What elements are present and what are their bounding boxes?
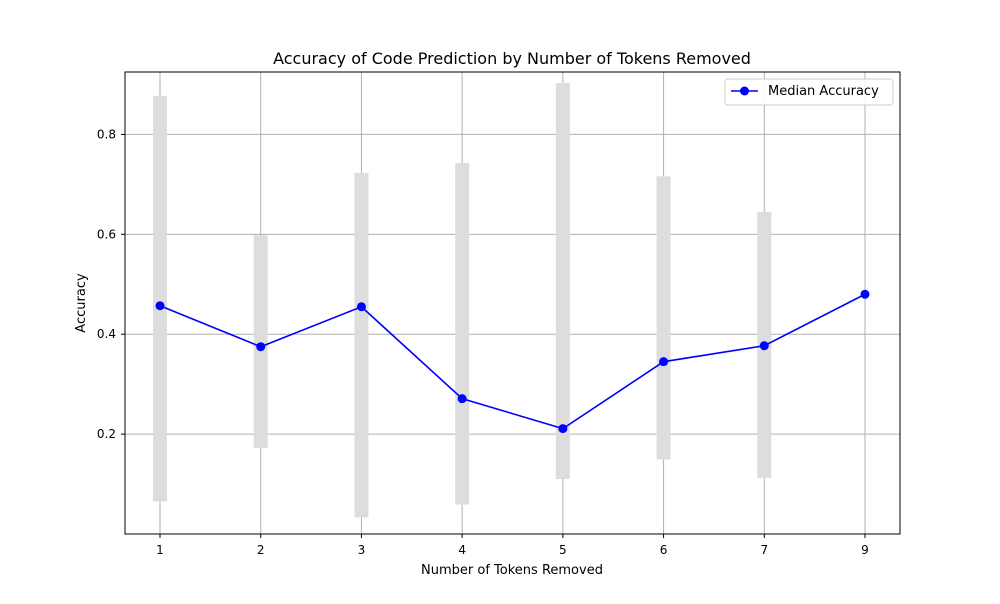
series-line (159, 293, 866, 430)
y-tick-label: 0.4 (97, 327, 116, 341)
legend: Median Accuracy (724, 78, 894, 106)
data-point (759, 341, 769, 351)
series-layer (155, 289, 870, 434)
x-tick-label: 5 (559, 543, 567, 557)
grid-layer (125, 72, 900, 534)
y-ticks: 0.2 0.4 0.6 0.8 (97, 127, 125, 441)
x-tick-label: 9 (861, 543, 869, 557)
y-axis-label: Accuracy (74, 273, 89, 333)
data-point (860, 289, 870, 299)
x-ticks: 1 2 3 4 5 6 7 9 (156, 534, 869, 557)
data-point (155, 301, 165, 311)
range-bar (656, 176, 671, 460)
x-tick-label: 1 (156, 543, 164, 557)
range-bar (354, 172, 369, 518)
chart-title: Accuracy of Code Prediction by Number of… (273, 49, 751, 68)
y-tick-label: 0.6 (97, 227, 116, 241)
data-point (256, 342, 266, 352)
range-bar (455, 162, 470, 505)
plot-frame (124, 71, 901, 535)
legend-marker-sample (740, 86, 749, 96)
y-tick-label: 0.2 (97, 427, 116, 441)
x-axis-label: Number of Tokens Removed (421, 563, 603, 578)
range-bar (253, 235, 268, 449)
data-point (659, 357, 669, 367)
x-tick-label: 7 (760, 543, 768, 557)
x-tick-label: 6 (660, 543, 668, 557)
x-tick-label: 4 (458, 543, 466, 557)
data-point (558, 424, 568, 434)
legend-box (724, 78, 894, 106)
x-tick-label: 3 (358, 543, 366, 557)
legend-label: Median Accuracy (768, 84, 879, 99)
range-bars (153, 82, 772, 518)
data-point (457, 394, 467, 404)
x-tick-label: 2 (257, 543, 265, 557)
y-tick-label: 0.8 (97, 127, 116, 141)
range-bar (555, 82, 570, 480)
data-point (356, 302, 366, 312)
range-bar (153, 95, 167, 502)
